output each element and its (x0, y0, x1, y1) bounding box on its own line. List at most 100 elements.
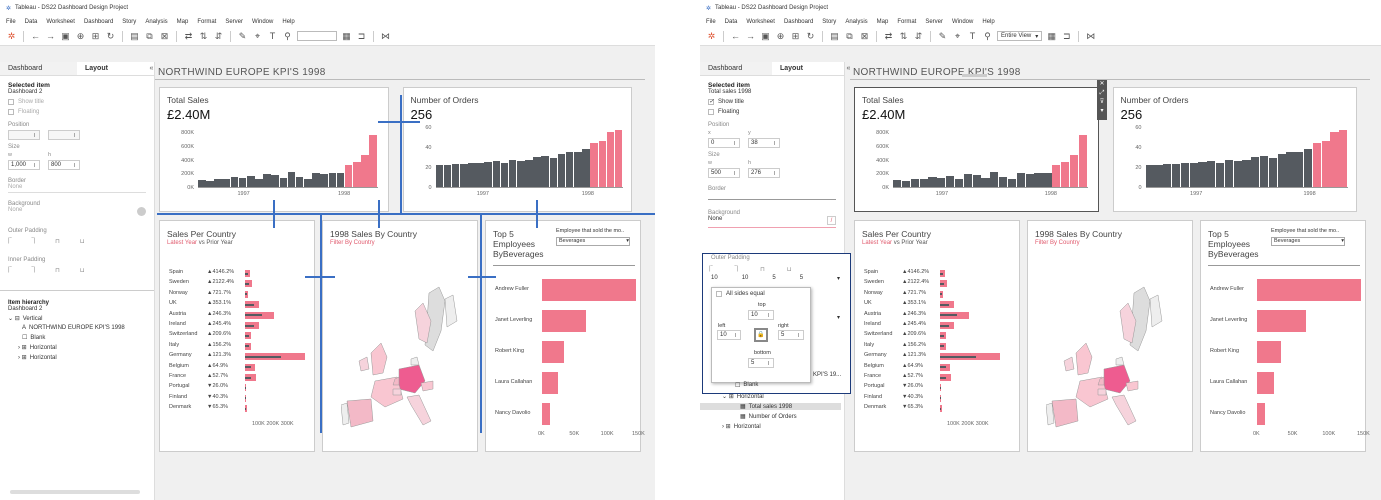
menu-server[interactable]: Server (925, 18, 944, 25)
menu-file[interactable]: File (706, 18, 716, 25)
presentation-icon[interactable]: ⊐ (357, 30, 366, 41)
map-card[interactable]: 1998 Sales By Country Filter By Country (322, 220, 478, 452)
data-bar[interactable] (1277, 154, 1286, 187)
data-bar[interactable] (1321, 140, 1330, 187)
data-bar[interactable] (525, 159, 533, 187)
data-bar[interactable] (1145, 165, 1154, 187)
orders-card[interactable]: Number of Orders 256 60 40 20 0 1997 1998 (1112, 87, 1357, 212)
menu-data[interactable]: Data (724, 18, 738, 25)
pos-y-input[interactable] (48, 130, 80, 140)
menu-dashboard[interactable]: Dashboard (783, 18, 814, 25)
data-bar[interactable] (320, 174, 328, 187)
data-bar[interactable] (910, 178, 919, 187)
sheet-toolbar[interactable]: ✕ ⤢ ⊽ ▾ (1097, 80, 1107, 120)
swap-icon[interactable]: ⇄ (884, 30, 893, 41)
clear-icon[interactable]: ⊠ (160, 30, 169, 41)
tab-dashboard[interactable]: Dashboard (0, 62, 77, 75)
data-bar[interactable] (1215, 162, 1225, 187)
data-bar[interactable] (1007, 178, 1017, 187)
data-bar[interactable] (990, 171, 999, 187)
data-bar[interactable] (1052, 165, 1061, 187)
data-bar[interactable] (500, 162, 509, 187)
tab-layout[interactable]: Layout (772, 62, 844, 75)
employee-bar[interactable] (1257, 279, 1361, 301)
data-bar[interactable] (963, 174, 972, 187)
map-region-italy[interactable] (1111, 394, 1137, 426)
share-icon[interactable]: ⋈ (381, 30, 390, 41)
employee-bar[interactable] (542, 403, 550, 425)
data-bar[interactable] (1043, 172, 1052, 187)
map-region-portugal[interactable] (1046, 402, 1055, 426)
size-w-input[interactable]: 500 (708, 168, 740, 178)
drag-handle[interactable] (962, 74, 987, 77)
sales-country-card[interactable]: Sales Per Country Latest Year vs Prior Ye… (159, 220, 315, 452)
employee-filter-select[interactable]: Beverages ▾ (1271, 237, 1345, 246)
data-bar[interactable] (606, 132, 615, 187)
menu-window[interactable]: Window (252, 18, 274, 25)
border-select[interactable]: None (8, 184, 146, 193)
tree-horizontal[interactable]: ⌄ ⊞ Horizontal (722, 393, 764, 401)
data-bar[interactable] (1242, 159, 1251, 187)
presentation-icon[interactable]: ⊐ (1062, 30, 1071, 41)
color-picker-icon[interactable] (137, 207, 146, 216)
map-region-spain[interactable] (1051, 398, 1079, 428)
show-cards-icon[interactable]: ▦ (342, 30, 351, 41)
menu-data[interactable]: Data (24, 18, 38, 25)
fit-select[interactable]: Entire View ▾ (997, 31, 1043, 41)
data-bar[interactable] (901, 181, 911, 187)
data-bar[interactable] (1224, 159, 1233, 187)
data-bar[interactable] (1268, 158, 1277, 187)
pin-icon[interactable]: ⚲ (984, 30, 991, 41)
data-bar[interactable] (246, 176, 255, 187)
menu-server[interactable]: Server (225, 18, 244, 25)
employee-bar[interactable] (542, 310, 586, 332)
tree-horizontal-2[interactable]: › ⊞ Horizontal (722, 423, 761, 431)
tree-total-sales[interactable]: ▦ Total sales 1998 (700, 403, 841, 410)
data-bar[interactable] (214, 178, 222, 187)
data-bar[interactable] (1180, 162, 1189, 187)
map-region-switzerland[interactable] (1097, 388, 1107, 396)
employee-bar[interactable] (1257, 372, 1275, 394)
floating-checkbox[interactable]: Floating (708, 109, 836, 115)
map-region-uk[interactable] (370, 342, 388, 376)
top5-card[interactable]: Top 5 Employees ByBeverages Employee that s… (485, 220, 645, 452)
lock-icon[interactable]: 🔒 (754, 328, 768, 342)
data-bar[interactable] (344, 165, 353, 187)
pane-scrollbar[interactable] (10, 490, 140, 494)
map-region-uk[interactable] (1075, 342, 1093, 376)
data-bar[interactable] (533, 157, 541, 187)
data-bar[interactable] (1154, 165, 1163, 187)
data-bar[interactable] (549, 158, 558, 187)
refresh-icon[interactable]: ↻ (806, 30, 815, 41)
data-bar[interactable] (279, 177, 288, 187)
menu-analysis[interactable]: Analysis (145, 18, 168, 25)
data-bar[interactable] (435, 165, 444, 187)
data-bar[interactable] (1259, 156, 1269, 187)
size-h-input[interactable]: 276 (748, 168, 780, 178)
group-icon[interactable]: ⌖ (954, 30, 961, 41)
employee-bar[interactable] (542, 279, 636, 301)
new-sheet-icon[interactable]: ▤ (130, 30, 139, 41)
pos-y-input[interactable]: 38 (748, 138, 780, 148)
data-bar[interactable] (451, 163, 460, 187)
chevron-down-icon[interactable]: ▾ (1341, 238, 1344, 244)
data-bar[interactable] (492, 160, 501, 187)
color-picker-icon[interactable]: / (827, 216, 836, 225)
data-bar[interactable] (1295, 151, 1304, 187)
sort-asc-icon[interactable]: ⇅ (899, 30, 908, 41)
data-bar[interactable] (972, 175, 981, 187)
map-region-belgium[interactable] (1097, 376, 1105, 386)
data-bar[interactable] (361, 154, 369, 187)
map-region-finland[interactable] (444, 294, 458, 328)
data-bar[interactable] (1016, 173, 1025, 187)
map-region-ireland[interactable] (1063, 356, 1075, 372)
map-region-finland[interactable] (1149, 294, 1163, 328)
menu-dashboard[interactable]: Dashboard (83, 18, 114, 25)
chevron-down-icon[interactable]: ▾ (836, 276, 840, 282)
data-bar[interactable] (508, 159, 517, 187)
data-bar[interactable] (937, 177, 946, 187)
data-bar[interactable] (1163, 163, 1172, 187)
data-bar[interactable] (1189, 162, 1198, 187)
map-region-austria[interactable] (1125, 380, 1139, 392)
data-bar[interactable] (582, 148, 590, 187)
